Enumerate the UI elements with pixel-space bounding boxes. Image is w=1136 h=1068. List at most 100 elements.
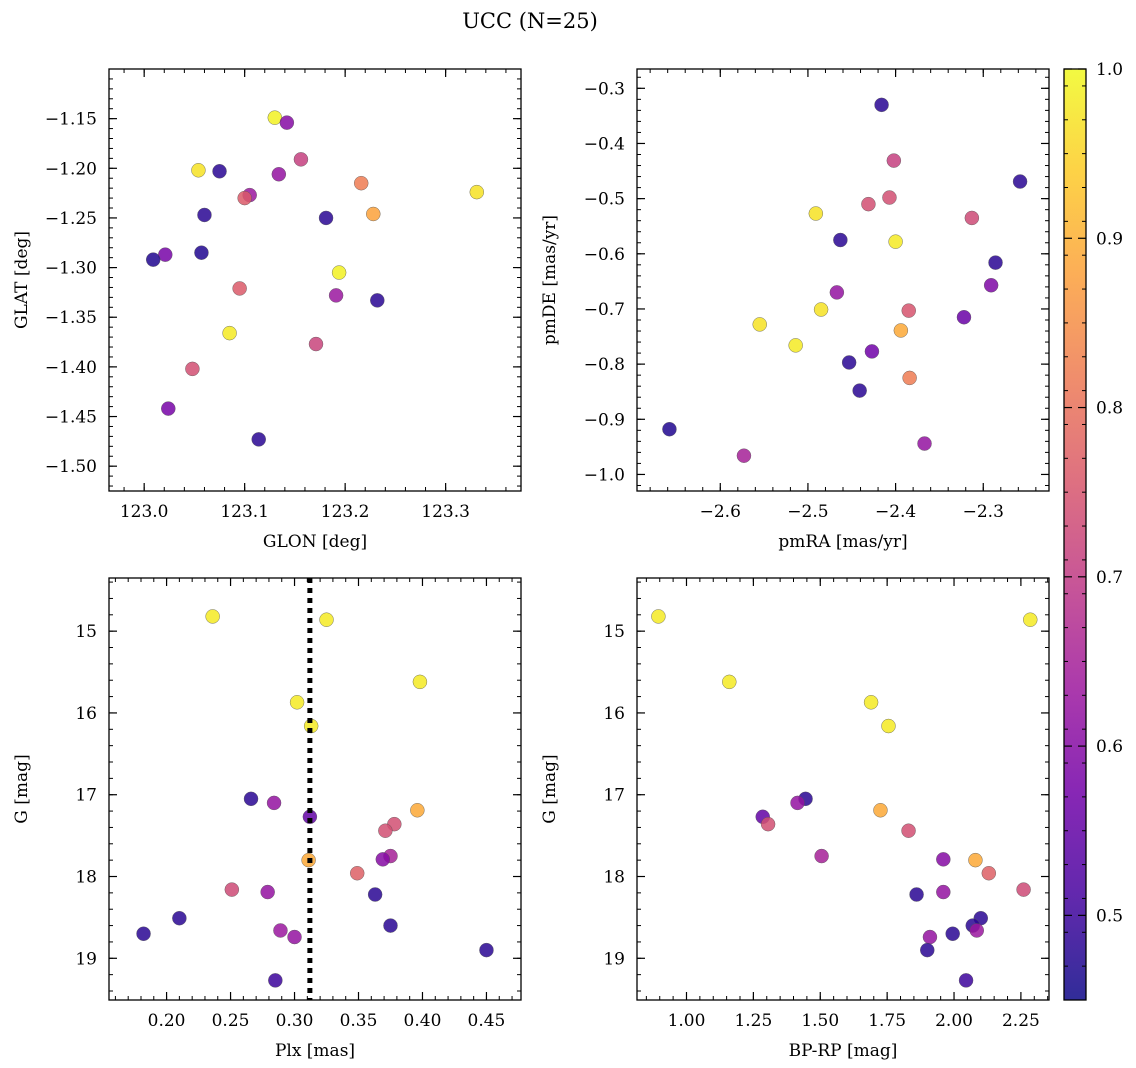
x-tick-label: 123.1 — [220, 502, 269, 522]
data-point — [1016, 882, 1031, 897]
data-point — [882, 190, 897, 205]
x-tick-label: −2.5 — [787, 502, 828, 522]
x-tick-label: 0.20 — [148, 1011, 186, 1031]
y-tick-label: −1.15 — [45, 110, 97, 130]
x-tick-label: 123.2 — [321, 502, 370, 522]
data-point — [232, 281, 247, 296]
data-point — [901, 823, 916, 838]
data-point — [191, 163, 206, 178]
x-tick-label: 0.25 — [212, 1011, 250, 1031]
axes-frame — [108, 577, 522, 1001]
data-point — [172, 911, 187, 926]
colorbar-gradient — [1064, 69, 1086, 1000]
data-point — [893, 323, 909, 338]
minor-ticks — [637, 578, 1049, 1000]
data-point — [958, 973, 974, 988]
colorbar-tick-label: 0.7 — [1096, 568, 1123, 588]
data-point — [936, 852, 951, 867]
y-tick-label: −1.20 — [45, 159, 97, 179]
data-point — [833, 232, 848, 248]
y-tick-label: −0.5 — [584, 190, 625, 210]
data-point — [354, 175, 369, 191]
x-tick-label: 0.35 — [340, 1011, 378, 1031]
x-axis-label: GLON [deg] — [263, 532, 367, 552]
data-point — [917, 436, 932, 451]
x-tick-label: 1.50 — [801, 1011, 839, 1031]
data-point — [808, 206, 824, 221]
data-point — [273, 923, 288, 938]
data-point — [760, 816, 776, 832]
data-point — [651, 609, 666, 624]
y-axis-label: GLAT [deg] — [12, 231, 32, 329]
x-tick-label: −2.3 — [963, 502, 1004, 522]
data-point — [136, 926, 151, 941]
data-point — [366, 206, 381, 222]
data-point — [969, 923, 984, 938]
axes-frame — [636, 68, 1050, 492]
data-point — [212, 164, 227, 179]
data-point — [790, 795, 805, 811]
data-point — [375, 852, 391, 867]
x-axis-label: BP-RP [mag] — [789, 1041, 898, 1061]
data-point — [251, 432, 266, 447]
y-tick-label: 17 — [603, 786, 625, 806]
data-point — [237, 190, 252, 206]
data-point — [378, 823, 393, 838]
colorbar-tick-label: 1.0 — [1096, 60, 1123, 80]
y-tick-label: −1.45 — [45, 408, 97, 428]
y-tick-label: 15 — [75, 622, 97, 642]
scatter-panel-2: −2.6 −2.5 −2.4 −2.3 −0.3 −0.4 −0.5 −0.6 −0.7 −0.8… — [540, 68, 1050, 552]
data-point — [968, 852, 983, 868]
x-tick-label: 123.0 — [120, 502, 169, 522]
data-point — [318, 210, 334, 226]
data-point — [901, 303, 916, 318]
data-point — [161, 401, 176, 416]
y-tick-label: 19 — [75, 949, 97, 969]
data-point — [319, 612, 334, 627]
x-tick-label: −2.4 — [875, 502, 916, 522]
x-tick-label: 1.25 — [734, 1011, 772, 1031]
data-point — [813, 302, 829, 317]
x-tick-label: −2.6 — [700, 502, 741, 522]
data-point — [736, 448, 752, 463]
y-axis-label: pmDE [mas/yr] — [540, 215, 560, 345]
data-point — [920, 942, 935, 958]
data-point — [185, 361, 200, 377]
y-tick-label: −0.3 — [584, 79, 625, 99]
y-axis-label: G [mag] — [12, 754, 32, 823]
y-axis-label: G [mag] — [540, 754, 560, 823]
data-point — [205, 609, 220, 624]
data-point — [863, 695, 879, 710]
data-point — [194, 245, 209, 260]
y-tick-label: −1.30 — [45, 259, 97, 279]
x-tick-label: 123.3 — [421, 502, 470, 522]
data-point — [289, 695, 305, 710]
y-tick-label: −1.25 — [45, 209, 97, 229]
x-tick-label: 2.25 — [1002, 1011, 1040, 1031]
data-point — [350, 866, 365, 881]
data-point — [469, 184, 484, 200]
x-tick-label: 1.00 — [668, 1011, 706, 1031]
plot-area — [136, 578, 494, 1000]
axes-frame — [108, 68, 522, 492]
colorbar-tick-label: 0.8 — [1096, 399, 1123, 419]
y-tick-label: −0.7 — [584, 300, 625, 320]
data-point — [308, 336, 324, 352]
data-point — [224, 882, 240, 897]
plot-area — [662, 97, 1028, 463]
y-tick-label: 18 — [603, 868, 625, 888]
data-point — [1023, 612, 1038, 627]
x-axis-label: Plx [mas] — [275, 1041, 355, 1061]
data-point — [988, 255, 1003, 270]
data-point — [287, 929, 302, 945]
x-tick-label: 0.40 — [404, 1011, 442, 1031]
data-point — [383, 918, 398, 933]
data-point — [243, 791, 259, 807]
colorbar: 0.5 0.6 0.7 0.8 0.9 1.0 — [1063, 60, 1123, 1001]
data-point — [873, 803, 888, 818]
y-tick-label: 18 — [75, 868, 97, 888]
minor-ticks — [109, 68, 521, 491]
y-tick-label: −0.9 — [584, 410, 625, 430]
scatter-panel-1: 123.0 123.1 123.2 123.3 −1.15 −1.20 −1.25 −1.30… — [12, 68, 522, 552]
